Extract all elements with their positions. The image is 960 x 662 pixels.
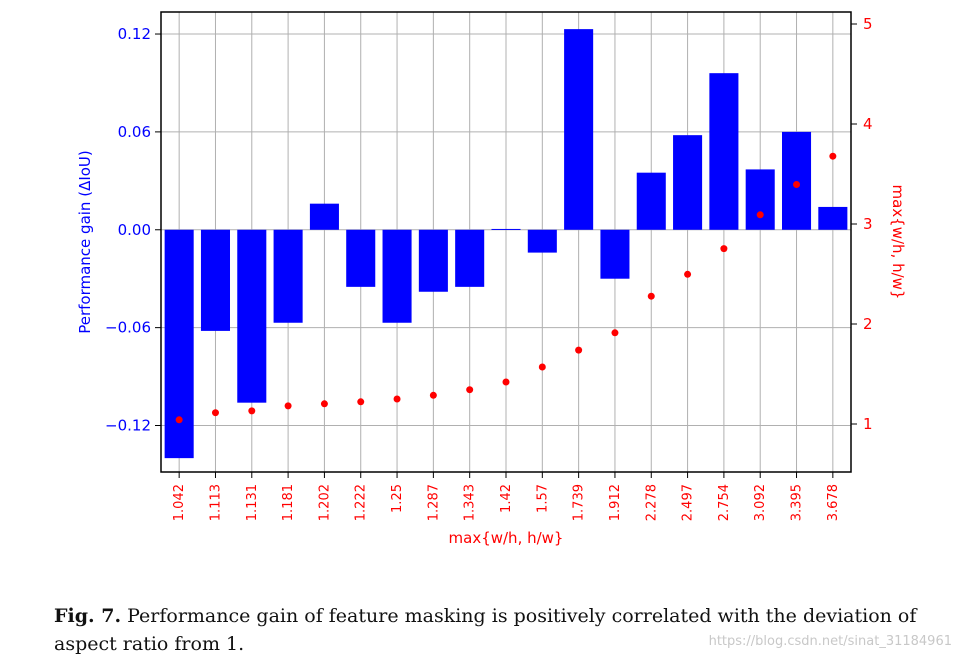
x-axis-label: max{w/h, h/w} [449,529,564,547]
bar [564,29,594,230]
left-tick-label: −0.06 [105,319,151,337]
x-axis-ticks: 1.042 1.113 1.131 1.181 1.202 1.222 1.25 1.287 1… [172,472,841,521]
bar [164,229,194,459]
scatter-point [211,409,219,417]
bar [237,229,267,403]
watermark: https://blog.csdn.net/sinat_31184961 [708,634,952,649]
scatter-point [793,181,801,188]
scatter-point [429,391,437,399]
scatter-point [466,386,474,394]
scatter-point [502,378,510,386]
right-tick-label: 1 [863,415,873,433]
x-tick-label: 1.222 [354,484,369,521]
bar [382,229,412,323]
x-tick-label: 1.113 [208,484,223,521]
scatter-point [393,395,401,403]
right-tick-label: 4 [863,115,873,133]
right-axis-label: max{w/h, h/w} [889,185,907,300]
scatter-point [611,329,619,337]
x-tick-label: 1.57 [535,484,550,513]
figure-caption: Fig. 7. Performance gain of feature mask… [54,602,934,658]
caption-text: Performance gain of feature masking is p… [54,605,917,655]
bar [273,229,303,323]
bars [164,29,848,459]
bar [455,229,485,287]
left-tick-label: −0.12 [105,417,151,435]
x-tick-label: 1.181 [281,484,296,521]
bar [346,229,376,287]
x-tick-label: 3.678 [826,484,841,521]
bar [600,229,630,279]
right-axis-ticks: 1 2 3 4 5 [851,15,873,433]
left-tick-label: 0.06 [118,123,151,141]
x-tick-label: 1.42 [499,484,514,513]
bar [309,203,339,230]
bar [636,172,666,230]
scatter-points [175,152,837,424]
left-axis-ticks: −0.12 −0.06 0.00 0.06 0.12 [105,25,161,435]
right-tick-label: 5 [863,15,873,33]
x-tick-label: 3.395 [790,484,805,521]
right-tick-label: 2 [863,315,873,333]
bar [200,229,230,331]
left-axis-label: Performance gain (ΔIoU) [76,150,94,334]
x-tick-label: 3.092 [753,484,768,521]
x-tick-label: 1.131 [245,484,260,521]
x-tick-label: 1.287 [426,484,441,521]
x-tick-label: 1.202 [317,484,332,521]
caption-label: Fig. 7. [54,605,122,627]
x-tick-label: 1.042 [172,484,187,521]
left-tick-label: 0.12 [118,25,151,43]
bar [818,206,848,230]
bar [709,73,739,230]
bar [745,169,775,230]
scatter-point [720,245,728,253]
scatter-point [175,416,183,424]
scatter-point [829,152,837,160]
scatter-point [284,402,292,410]
x-tick-label: 1.343 [463,484,478,521]
bar [491,228,521,230]
scatter-point [684,270,692,278]
bar [418,229,448,292]
x-tick-label: 2.278 [644,484,659,521]
scatter-point [575,346,583,354]
bar [527,229,557,253]
scatter-point [756,211,764,219]
bar [673,135,703,230]
left-tick-label: 0.00 [118,221,151,239]
scatter-point [320,400,328,408]
scatter-point [357,398,365,406]
right-tick-label: 3 [863,215,873,233]
scatter-point [647,292,655,300]
x-tick-label: 1.25 [390,484,405,513]
x-tick-label: 1.739 [572,484,587,521]
scatter-point [248,407,256,415]
bar [782,131,812,230]
x-tick-label: 2.497 [681,484,696,521]
x-tick-label: 1.912 [608,484,623,521]
x-tick-label: 2.754 [717,484,732,521]
scatter-point [538,363,546,371]
